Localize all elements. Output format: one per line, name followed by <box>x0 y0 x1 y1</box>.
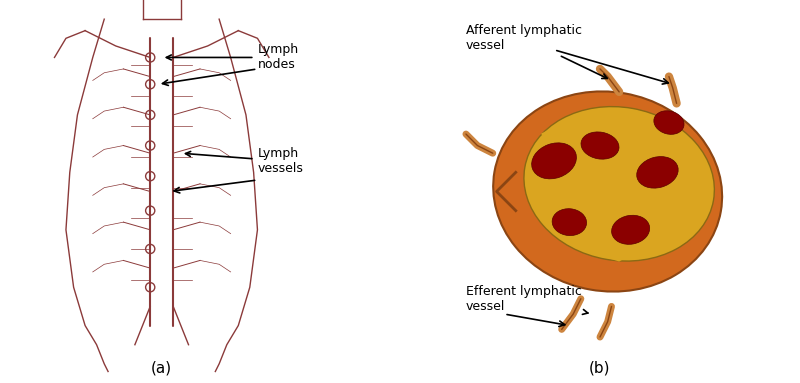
Ellipse shape <box>654 111 684 134</box>
Text: Efferent lymphatic
vessel: Efferent lymphatic vessel <box>466 285 588 314</box>
Text: Lymph
nodes: Lymph nodes <box>166 43 298 72</box>
Text: Lymph
vessels: Lymph vessels <box>186 147 303 175</box>
Ellipse shape <box>532 143 577 179</box>
Text: (b): (b) <box>590 360 610 375</box>
Ellipse shape <box>552 209 586 236</box>
Ellipse shape <box>637 157 678 188</box>
Ellipse shape <box>524 106 714 261</box>
Ellipse shape <box>612 215 650 244</box>
Text: (a): (a) <box>151 360 172 375</box>
Ellipse shape <box>493 92 722 291</box>
Ellipse shape <box>581 132 619 159</box>
Text: Afferent lymphatic
vessel: Afferent lymphatic vessel <box>466 24 607 79</box>
